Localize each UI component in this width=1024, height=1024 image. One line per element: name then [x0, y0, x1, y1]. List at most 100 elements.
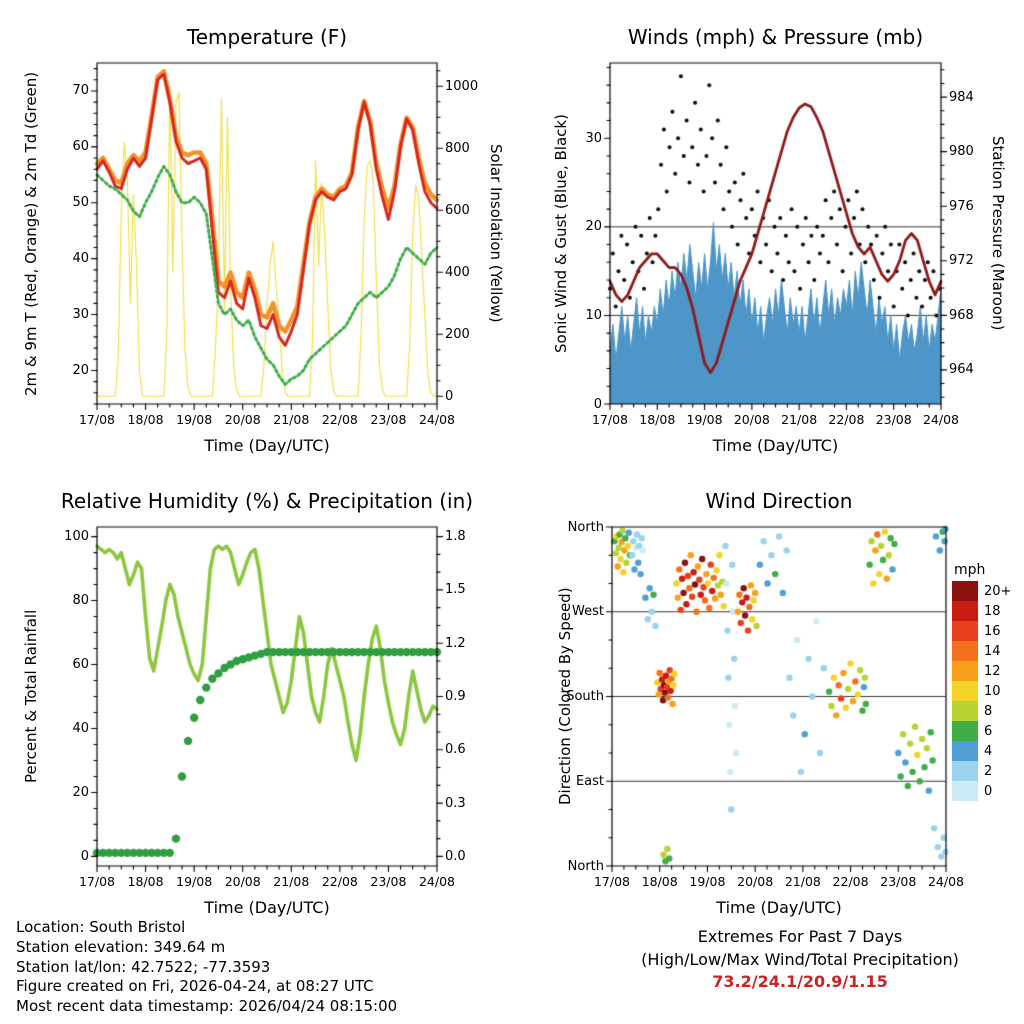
legend-entry: 10 [952, 681, 1011, 701]
wind-direction-title: Wind Direction [705, 489, 853, 513]
temperature-chart-canvas [0, 0, 512, 470]
tick-label: 20/08 [737, 874, 774, 889]
legend-label: 6 [984, 723, 993, 739]
legend-swatch [952, 781, 978, 801]
tick-label: 17/08 [591, 412, 629, 427]
temperature-ylabel-right: Solar Insolation (Yellow) [487, 144, 505, 323]
tick-label: 80 [72, 593, 89, 609]
humidity-ylabel-left: Percent & Total Rainfall [22, 609, 40, 784]
tick-label: 18/08 [127, 874, 164, 889]
humidity-precip-title: Relative Humidity (%) & Precipitation (i… [60, 489, 474, 513]
footer-line: Station lat/lon: 42.7522; -77.3593 [16, 957, 271, 976]
wind-direction-panel: Wind Direction Direction (Colored By Spe… [512, 470, 1024, 920]
tick-label: 0 [80, 848, 89, 864]
tick-label: 50 [72, 195, 89, 211]
tick-label: South [566, 689, 604, 704]
legend-label: 18 [984, 603, 1001, 619]
footer-line: Figure created on Fri, 2026-04-24, at 08… [16, 977, 374, 996]
tick-label: East [575, 773, 604, 789]
humidity-precip-panel: Relative Humidity (%) & Precipitation (i… [0, 470, 512, 920]
tick-label: 19/08 [176, 874, 213, 889]
tick-label: 18/08 [127, 412, 164, 427]
extremes-subheading: (High/Low/Max Wind/Total Precipitation) [641, 949, 959, 969]
tick-label: 800 [445, 140, 470, 156]
tick-label: 22/08 [832, 874, 869, 889]
tick-label: 23/08 [880, 874, 917, 889]
temperature-ylabel-left: 2m & 9m T (Red, Orange) & 2m Td (Green) [22, 71, 40, 396]
legend-swatch [952, 681, 978, 701]
tick-label: 23/08 [875, 412, 912, 427]
winds-pressure-title: Winds (mph) & Pressure (mb) [627, 25, 924, 49]
legend-label: 16 [984, 623, 1001, 639]
footer-line: Most recent data timestamp: 2026/04/24 0… [16, 997, 398, 1016]
legend-swatch [952, 741, 978, 761]
tick-label: 21/08 [273, 412, 310, 427]
tick-label: 200 [445, 326, 470, 342]
legend-entry: 2 [952, 761, 1011, 781]
legend-entry: 8 [952, 701, 1011, 721]
tick-label: 70 [72, 83, 89, 99]
tick-label: North [567, 519, 604, 535]
winds-pressure-panel: Winds (mph) & Pressure (mb) Sonic Wind &… [512, 0, 1024, 470]
legend-label: 0 [984, 783, 993, 799]
legend-entry: 20+ [952, 581, 1011, 601]
tick-label: 22/08 [321, 874, 358, 889]
tick-label: 1.2 [445, 635, 466, 651]
tick-label: 20 [72, 784, 89, 800]
tick-label: 968 [949, 307, 974, 323]
temperature-panel: Temperature (F) 2m & 9m T (Red, Orange) … [0, 0, 512, 470]
tick-label: 24/08 [418, 874, 456, 889]
tick-label: 60 [72, 657, 89, 673]
legend-swatch [952, 721, 978, 741]
speed-legend: mph 20+ 18 16 14 12 10 8 6 4 2 0 [952, 562, 1011, 801]
tick-label: 17/08 [78, 412, 116, 427]
tick-label: 0 [445, 388, 454, 404]
tick-label: 20/08 [224, 412, 261, 427]
legend-swatch [952, 621, 978, 641]
tick-label: 972 [949, 253, 974, 269]
tick-label: 24/08 [922, 412, 960, 427]
legend-swatch [952, 641, 978, 661]
wind-direction-chart-canvas [512, 470, 1024, 920]
tick-label: 30 [585, 130, 602, 146]
footer-line: Location: South Bristol [16, 918, 186, 936]
tick-label: 22/08 [828, 412, 865, 427]
tick-label: 19/08 [176, 412, 213, 427]
tick-label: 19/08 [686, 412, 723, 427]
winds-ylabel-right: Station Pressure (Maroon) [989, 136, 1007, 331]
tick-label: 30 [72, 307, 89, 323]
legend-entry: 12 [952, 661, 1011, 681]
tick-label: 600 [445, 202, 470, 218]
tick-label: 24/08 [927, 874, 965, 889]
extremes-heading: Extremes For Past 7 Days [697, 927, 903, 946]
tick-label: 20 [585, 219, 602, 235]
humidity-xlabel: Time (Day/UTC) [204, 898, 330, 917]
legend-label: 4 [984, 743, 993, 759]
legend-entry: 0 [952, 781, 1011, 801]
wind-direction-xlabel: Time (Day/UTC) [716, 898, 842, 917]
tick-label: 17/08 [78, 874, 116, 889]
tick-label: 1.8 [445, 529, 466, 545]
extremes-values: 73.2/24.1/20.9/1.15 [712, 972, 888, 991]
tick-label: 23/08 [370, 412, 407, 427]
legend-label: 14 [984, 643, 1001, 659]
tick-label: 24/08 [418, 412, 456, 427]
legend-swatch [952, 701, 978, 721]
tick-label: 1.5 [445, 582, 466, 598]
tick-label: 60 [72, 139, 89, 155]
legend-label: 12 [984, 663, 1001, 679]
tick-label: 23/08 [370, 874, 407, 889]
tick-label: 20 [72, 362, 89, 378]
tick-label: 10 [585, 307, 602, 323]
tick-label: 400 [445, 264, 470, 280]
tick-label: 17/08 [593, 874, 631, 889]
tick-label: 0.0 [445, 848, 466, 864]
footer-line: Station elevation: 349.64 m [16, 937, 226, 956]
speed-legend-title: mph [954, 562, 986, 578]
tick-label: 100 [64, 529, 89, 545]
tick-label: West [572, 604, 604, 620]
legend-entry: 14 [952, 641, 1011, 661]
legend-swatch [952, 761, 978, 781]
tick-label: 964 [949, 362, 974, 378]
